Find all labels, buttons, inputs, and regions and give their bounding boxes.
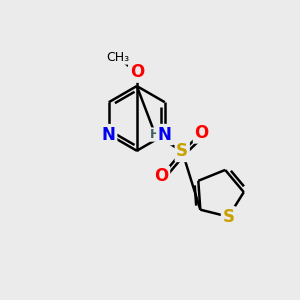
Text: N: N: [158, 126, 172, 144]
Text: S: S: [222, 208, 234, 226]
Text: O: O: [194, 124, 208, 142]
Text: S: S: [176, 142, 188, 160]
Text: O: O: [130, 63, 144, 81]
Text: N: N: [158, 126, 172, 144]
Text: N: N: [102, 126, 116, 144]
Text: O: O: [154, 167, 169, 185]
Text: H: H: [150, 128, 160, 141]
Text: CH₃: CH₃: [106, 51, 129, 64]
